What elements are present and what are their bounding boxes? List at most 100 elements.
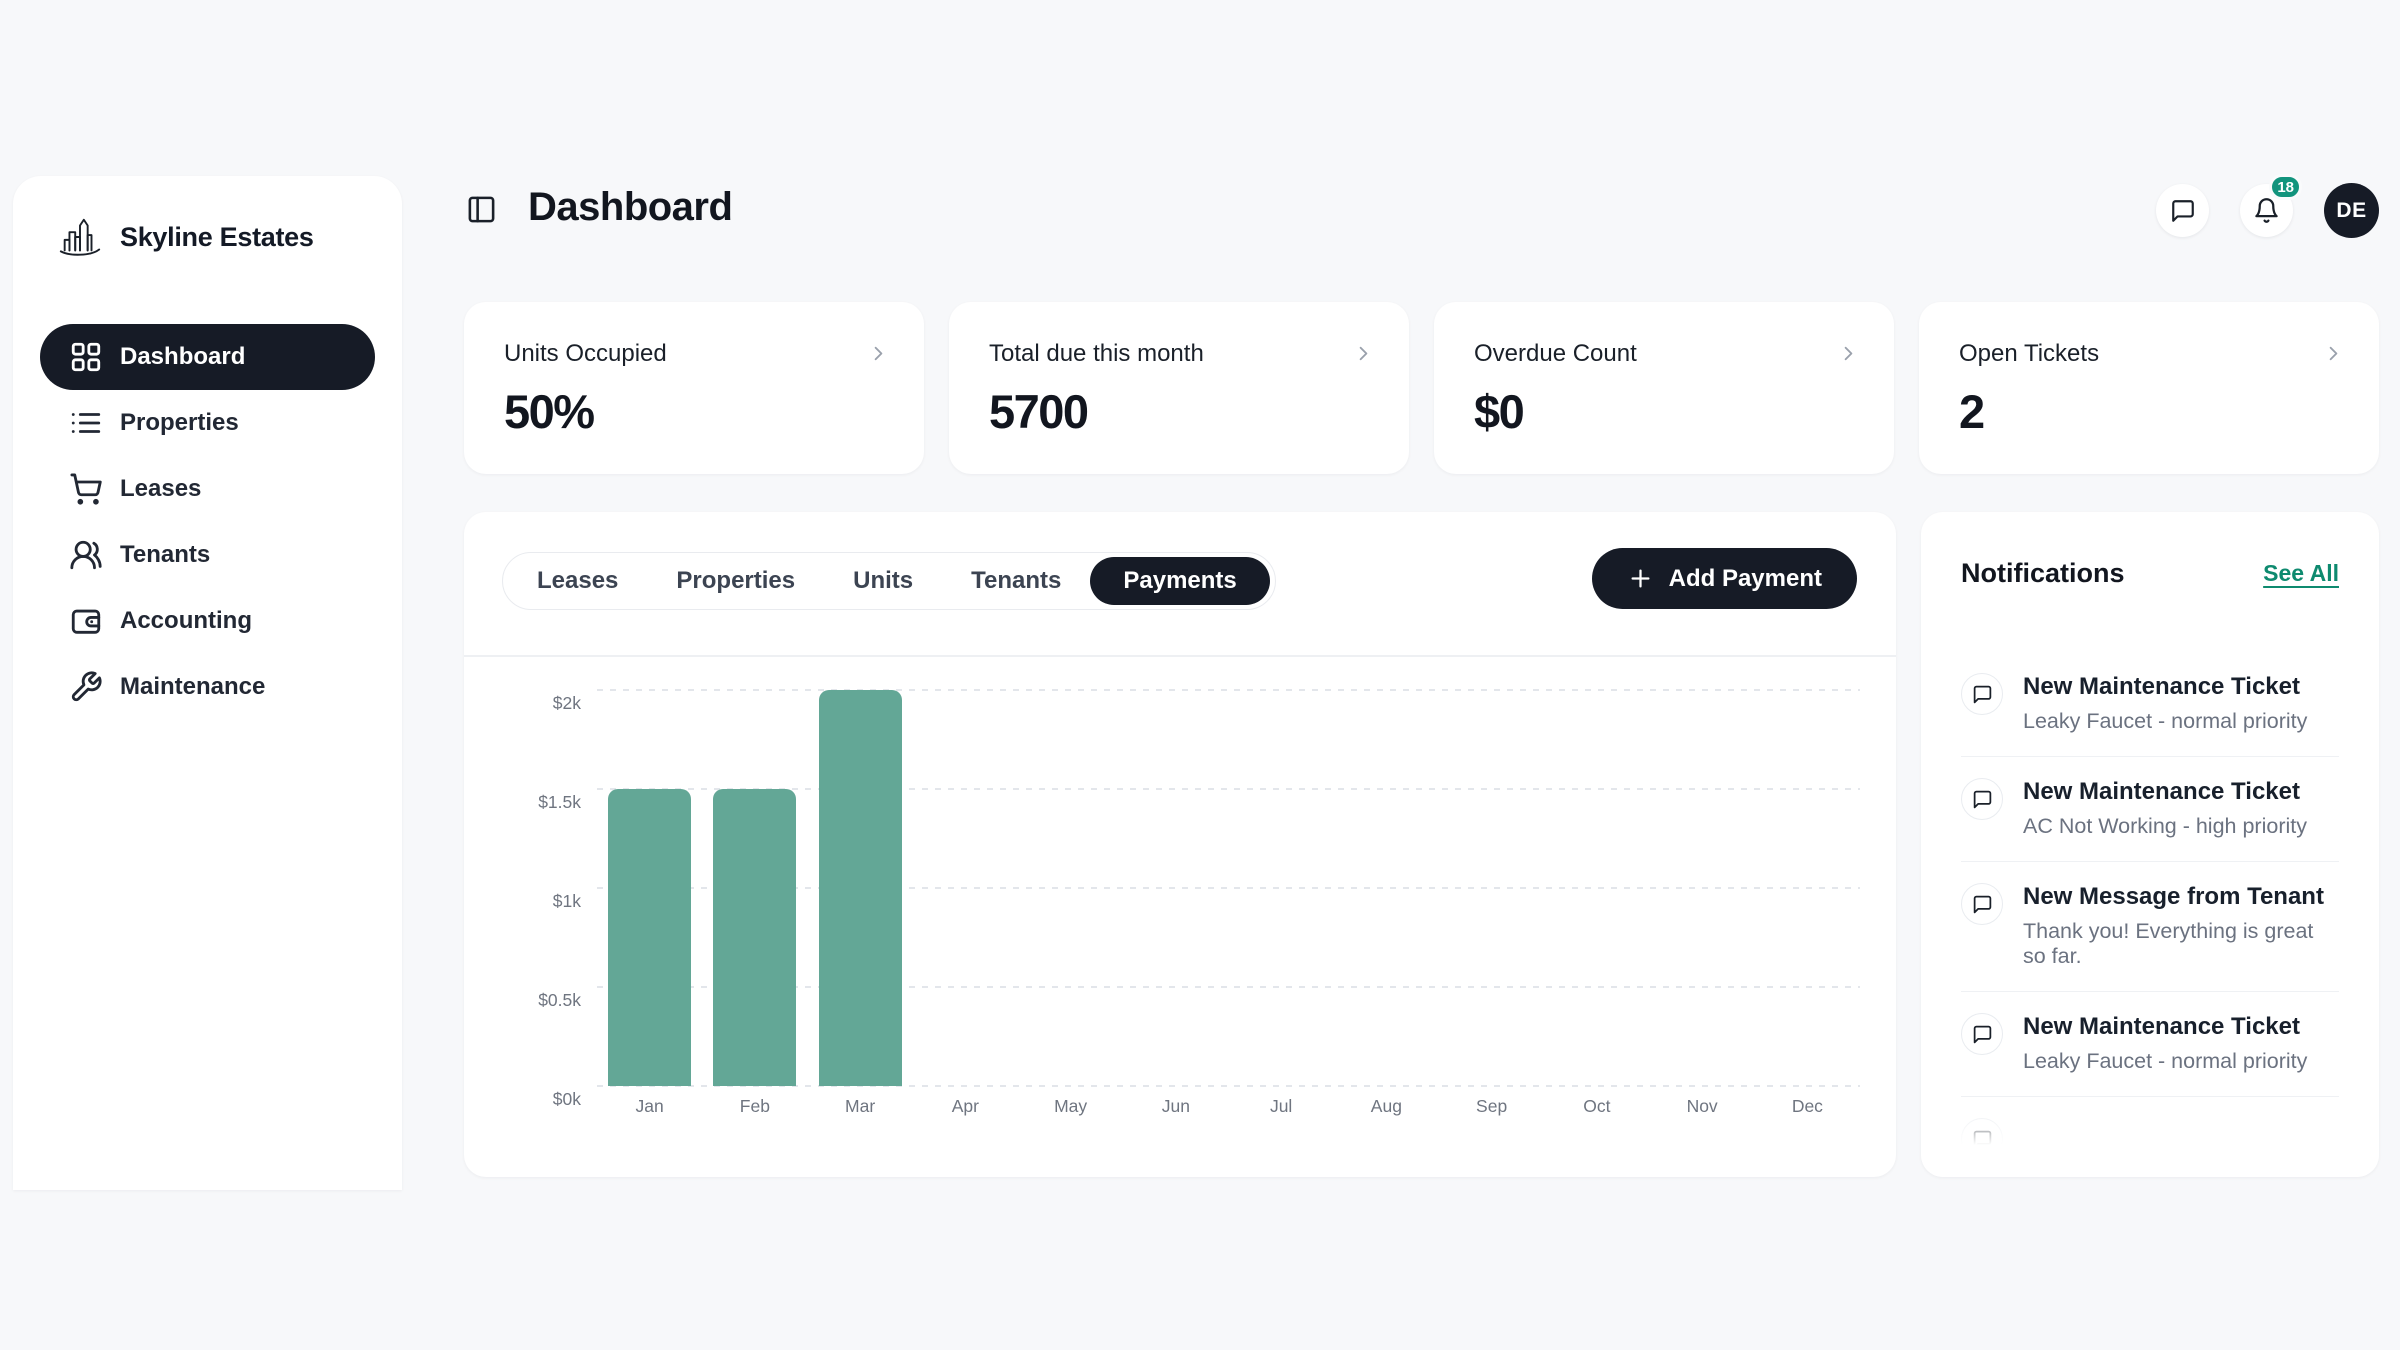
wrench-icon — [69, 670, 103, 704]
notification-body: New Maintenance Ticket Leaky Faucet - nor… — [2023, 1013, 2307, 1074]
chevron-right-icon — [1837, 342, 1860, 365]
stat-value: $0 — [1474, 385, 1525, 438]
sidebar-nav: Dashboard Properties Leases Tenants Accounti… — [40, 324, 375, 720]
stat-card-total-due-this-month[interactable]: Total due this month 5700 — [949, 302, 1409, 474]
add-payment-button[interactable]: Add Payment — [1591, 548, 1857, 609]
gridline-$2k — [597, 689, 1860, 691]
skyline-logo-icon — [57, 214, 103, 260]
bar-jan — [608, 789, 692, 1086]
gridline-$1.5k — [597, 788, 1860, 790]
notification-title: New Maintenance Ticket — [2023, 778, 2300, 805]
x-tick-feb: Feb — [739, 1096, 770, 1116]
header-actions: 18 DE — [2156, 174, 2379, 238]
sidebar-item-maintenance[interactable]: Maintenance — [40, 654, 375, 720]
page-header: Dashboard 18 DE — [464, 174, 2379, 242]
notification-badge: 18 — [2269, 174, 2302, 200]
panel-left-toggle[interactable] — [466, 194, 497, 225]
notification-subtitle: Leaky Faucet - normal priority — [2023, 709, 2308, 733]
notification-title: New Maintenance Ticket — [2023, 673, 2300, 700]
notification-avatar — [1961, 1118, 2003, 1160]
chat-button[interactable] — [2156, 184, 2209, 237]
users-icon — [69, 538, 103, 572]
stat-label: Units Occupied — [504, 340, 667, 367]
notification-item[interactable]: New Maintenance Ticket Leaky Faucet - nor… — [1961, 652, 2339, 757]
tab-payments[interactable]: Payments — [1090, 557, 1270, 605]
stat-label: Overdue Count — [1474, 340, 1637, 367]
message-square-icon — [1972, 789, 1993, 810]
sidebar-item-label: Dashboard — [120, 343, 246, 370]
y-tick-label: $2k — [552, 693, 581, 713]
y-tick-label: $0.5k — [538, 990, 581, 1010]
stat-card-overdue-count[interactable]: Overdue Count $0 — [1434, 302, 1894, 474]
brand-name: Skyline Estates — [120, 221, 314, 252]
add-payment-label: Add Payment — [1668, 564, 1822, 592]
message-square-icon — [1972, 1129, 1993, 1150]
notification-item[interactable]: New Message from Tenant Thank you! Everyt… — [1961, 862, 2339, 992]
stat-label: Open Tickets — [1959, 340, 2100, 367]
gridline-$0.5k — [597, 986, 1860, 988]
chevron-right-icon — [867, 342, 890, 365]
notifications-button[interactable]: 18 — [2240, 174, 2302, 237]
message-square-icon — [1972, 684, 1993, 705]
notification-body: New Maintenance Ticket Leaky Faucet - nor… — [2023, 673, 2307, 734]
notification-avatar — [1961, 673, 2003, 715]
notification-item[interactable]: New Maintenance Ticket Leaky Faucet - nor… — [1961, 992, 2339, 1097]
gridline-$1k — [597, 887, 1860, 889]
message-square-icon — [1972, 1024, 1993, 1045]
sidebar-item-dashboard[interactable]: Dashboard — [40, 324, 375, 390]
x-tick-apr: Apr — [951, 1096, 979, 1116]
notification-body: New Maintenance Ticket AC Not Working - h… — [2023, 778, 2307, 839]
notification-item[interactable]: New Maintenance Ticket AC Not Working - h… — [1961, 757, 2339, 862]
brand: Skyline Estates — [13, 176, 402, 260]
x-tick-aug: Aug — [1370, 1096, 1402, 1116]
chevron-right-icon — [1352, 342, 1375, 365]
tab-leases[interactable]: Leases — [537, 567, 619, 594]
notification-subtitle: AC Not Working - high priority — [2023, 814, 2307, 838]
bell-icon — [2253, 197, 2280, 224]
bar-mar — [818, 690, 902, 1086]
notification-item-partial[interactable] — [1961, 1097, 2339, 1177]
x-tick-dec: Dec — [1791, 1096, 1823, 1116]
sidebar-item-properties[interactable]: Properties — [40, 390, 375, 456]
sidebar: Skyline Estates Dashboard Properties Lease… — [13, 176, 402, 1190]
stat-label: Total due this month — [989, 340, 1204, 367]
bar-feb — [713, 789, 797, 1086]
see-all-link[interactable]: See All — [2263, 560, 2339, 586]
notification-subtitle: Thank you! Everything is great so far. — [2023, 919, 2314, 968]
sidebar-item-leases[interactable]: Leases — [40, 456, 375, 522]
y-tick-label: $1.5k — [538, 792, 581, 812]
plus-icon — [1627, 565, 1654, 592]
x-tick-oct: Oct — [1583, 1096, 1611, 1116]
x-tick-jul: Jul — [1269, 1096, 1293, 1116]
x-tick-nov: Nov — [1686, 1096, 1718, 1116]
notification-title: New Message from Tenant — [2023, 883, 2324, 910]
notification-avatar — [1961, 1013, 2003, 1055]
card-divider — [464, 655, 1896, 657]
tab-units[interactable]: Units — [853, 567, 914, 594]
shopping-cart-icon — [69, 472, 103, 506]
x-tick-mar: Mar — [845, 1096, 876, 1116]
stat-card-units-occupied[interactable]: Units Occupied 50% — [464, 302, 924, 474]
stat-card-open-tickets[interactable]: Open Tickets 2 — [1919, 302, 2379, 474]
payments-bar-chart: $0k $0.5k $1k $1.5k $2k Jan Feb Mar Apr May Jun Jul… — [538, 689, 1860, 1116]
notification-title: New Maintenance Ticket — [2023, 1013, 2300, 1040]
tab-properties[interactable]: Properties — [676, 567, 796, 594]
layout-grid-icon — [69, 340, 103, 374]
sidebar-item-tenants[interactable]: Tenants — [40, 522, 375, 588]
plus-icon — [1627, 565, 1654, 592]
sidebar-item-label: Tenants — [120, 541, 211, 568]
sidebar-item-accounting[interactable]: Accounting — [40, 588, 375, 654]
notifications-header: Notifications See All — [1961, 558, 2339, 589]
chevron-right-icon — [2322, 342, 2345, 365]
page-title: Dashboard — [528, 185, 733, 229]
sidebar-item-label: Maintenance — [120, 673, 266, 700]
stat-cards: Units Occupied 50% Total due this month 570… — [464, 302, 2379, 474]
y-tick-label: $0k — [552, 1089, 581, 1109]
tab-tenants[interactable]: Tenants — [971, 567, 1062, 594]
avatar[interactable]: DE — [2324, 183, 2379, 238]
sidebar-item-label: Accounting — [120, 607, 252, 634]
skyline-logo-icon — [57, 214, 103, 260]
gridline-$0k — [597, 1085, 1860, 1087]
stat-value: 50% — [504, 385, 595, 438]
x-tick-jun: Jun — [1161, 1096, 1190, 1116]
